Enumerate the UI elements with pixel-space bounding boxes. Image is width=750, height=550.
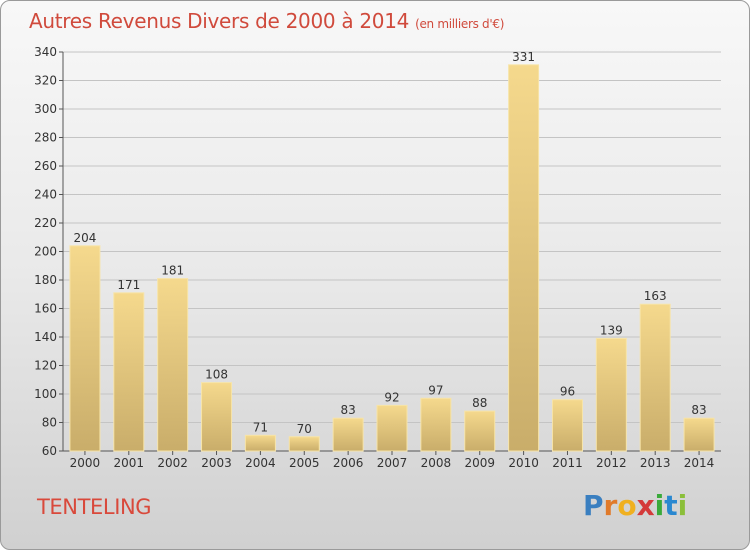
bar-value-label: 108 (205, 368, 228, 382)
bar-value-label: 139 (600, 323, 623, 337)
bar-value-label: 83 (340, 403, 355, 417)
y-tick-label: 60 (42, 444, 57, 458)
bar (376, 404, 408, 452)
y-tick-label: 120 (34, 359, 57, 373)
bar (332, 417, 364, 452)
bar-value-label: 92 (384, 390, 399, 404)
x-tick-label: 2009 (464, 456, 495, 470)
logo-letter: i (677, 489, 688, 522)
commune-name: TENTELING (37, 495, 152, 519)
bar (639, 303, 671, 452)
logo-letter: r (603, 489, 618, 522)
bar-value-label: 96 (560, 385, 575, 399)
bar-value-label: 97 (428, 383, 443, 397)
y-tick-label: 320 (34, 74, 57, 88)
x-tick-label: 2005 (289, 456, 320, 470)
y-tick-label: 160 (34, 302, 57, 316)
bar (244, 434, 276, 452)
bar (420, 397, 452, 452)
y-tick-label: 140 (34, 330, 57, 344)
bar (288, 436, 320, 452)
x-tick-label: 2002 (157, 456, 188, 470)
x-tick-label: 2011 (552, 456, 583, 470)
y-tick-label: 280 (34, 131, 57, 145)
bar (683, 417, 715, 452)
x-tick-label: 2007 (377, 456, 408, 470)
bar (508, 64, 540, 452)
bar-value-label: 88 (472, 396, 487, 410)
x-tick-label: 2006 (333, 456, 364, 470)
chart-unit: (en milliers d'€) (415, 17, 505, 31)
x-tick-label: 2001 (114, 456, 145, 470)
bar-value-label: 171 (117, 278, 140, 292)
chart-title: Autres Revenus Divers de 2000 à 2014 (en … (29, 9, 504, 33)
bar (113, 292, 145, 452)
x-tick-label: 2000 (70, 456, 101, 470)
logo-letter: x (636, 489, 655, 522)
bar (201, 382, 233, 452)
x-tick-label: 2013 (640, 456, 671, 470)
bar (69, 245, 101, 452)
x-tick-label: 2012 (596, 456, 627, 470)
bar-value-label: 204 (73, 231, 96, 245)
bar-value-label: 70 (297, 422, 312, 436)
y-tick-label: 220 (34, 216, 57, 230)
y-tick-label: 100 (34, 387, 57, 401)
y-tick-label: 240 (34, 188, 57, 202)
bar-value-label: 71 (253, 420, 268, 434)
bar-value-label: 181 (161, 264, 184, 278)
logo-letter: i (654, 489, 665, 522)
logo-letter: o (617, 489, 637, 522)
bar (551, 399, 583, 452)
bar (464, 410, 496, 452)
chart-title-text: Autres Revenus Divers de 2000 à 2014 (29, 9, 410, 33)
x-tick-label: 2014 (684, 456, 715, 470)
x-tick-label: 2004 (245, 456, 276, 470)
proxiti-logo: Proxiti (583, 489, 687, 522)
x-tick-label: 2008 (421, 456, 452, 470)
y-tick-label: 180 (34, 273, 57, 287)
bar-value-label: 331 (512, 50, 535, 64)
bar (595, 337, 627, 452)
y-tick-label: 340 (34, 45, 57, 59)
x-tick-label: 2010 (508, 456, 539, 470)
logo-letter: P (583, 489, 604, 522)
y-tick-label: 200 (34, 245, 57, 259)
y-tick-label: 260 (34, 159, 57, 173)
x-tick-label: 2003 (201, 456, 232, 470)
bar (157, 278, 189, 452)
bar-value-label: 83 (691, 403, 706, 417)
logo-letter: t (664, 489, 678, 522)
y-tick-label: 300 (34, 102, 57, 116)
bar-value-label: 163 (644, 289, 667, 303)
y-tick-label: 80 (42, 416, 57, 430)
